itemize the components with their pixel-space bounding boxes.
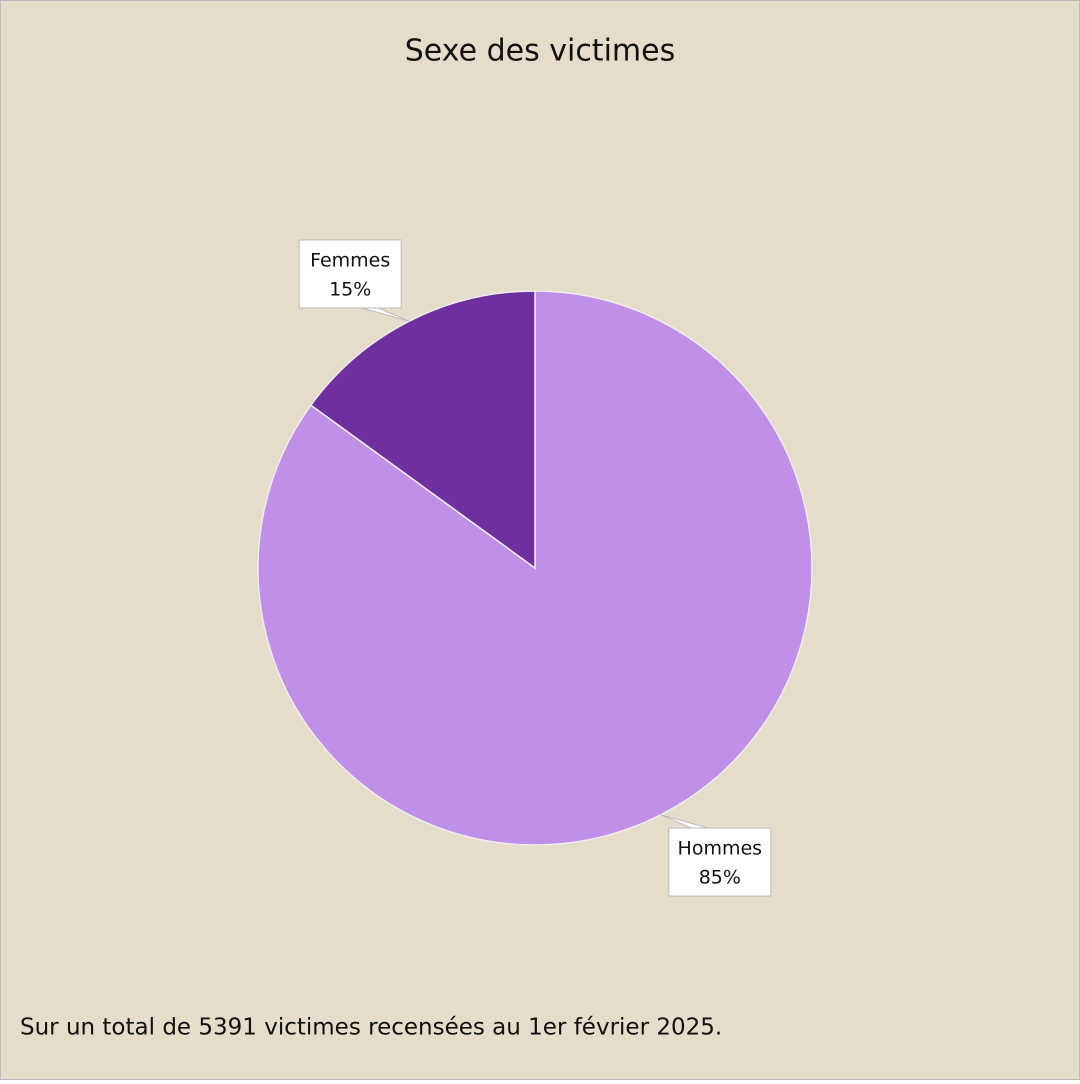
chart-title: Sexe des victimes	[405, 34, 675, 69]
category-label: Femmes	[310, 249, 390, 271]
value-label: 85%	[699, 867, 741, 889]
value-label: 15%	[329, 278, 371, 300]
footnote: Sur un total de 5391 victimes recensées …	[20, 1015, 722, 1041]
category-label: Hommes	[678, 838, 763, 860]
label-box	[668, 827, 772, 897]
pie-slice	[309, 290, 536, 570]
label-box	[298, 239, 402, 309]
